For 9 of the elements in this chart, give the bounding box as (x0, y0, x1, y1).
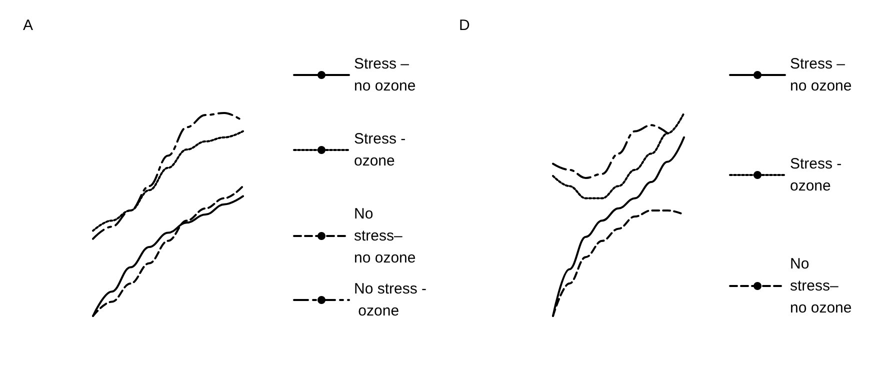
legend-label: Stress – no ozone (790, 56, 852, 94)
chart-title: A (23, 17, 34, 34)
legend-label: No stress– no ozone (790, 256, 852, 316)
chart-title: D (459, 17, 470, 34)
legend-label: Stress - ozone (790, 156, 846, 194)
legend-label: No stress - ozone (354, 280, 427, 320)
legend-label: No stress– no ozone (354, 206, 416, 266)
legend-label: Stress - ozone (354, 130, 410, 170)
legend-label: Stress – no ozone (354, 56, 416, 94)
